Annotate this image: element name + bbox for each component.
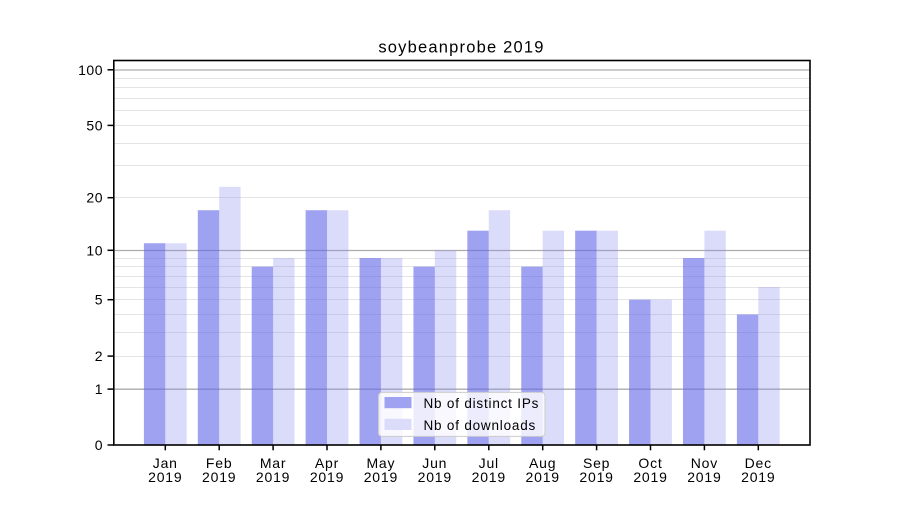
svg-text:Dec: Dec: [745, 455, 772, 471]
svg-text:2019: 2019: [741, 469, 775, 485]
svg-text:1: 1: [95, 381, 103, 397]
svg-text:2019: 2019: [310, 469, 344, 485]
svg-text:100: 100: [78, 62, 103, 78]
svg-text:Nb of downloads: Nb of downloads: [424, 418, 537, 433]
svg-text:20: 20: [86, 190, 103, 206]
svg-text:Aug: Aug: [529, 455, 556, 471]
svg-text:Sep: Sep: [583, 455, 610, 471]
svg-text:2019: 2019: [687, 469, 721, 485]
svg-text:2019: 2019: [526, 469, 560, 485]
svg-text:soybeanprobe 2019: soybeanprobe 2019: [378, 39, 544, 57]
svg-text:0: 0: [95, 437, 103, 453]
svg-text:50: 50: [86, 117, 103, 133]
svg-text:2019: 2019: [472, 469, 506, 485]
svg-text:2019: 2019: [364, 469, 398, 485]
svg-text:Jul: Jul: [479, 455, 499, 471]
svg-text:Oct: Oct: [638, 455, 662, 471]
svg-text:May: May: [366, 455, 395, 471]
svg-text:5: 5: [95, 292, 103, 308]
svg-text:Nb of distinct IPs: Nb of distinct IPs: [424, 396, 540, 411]
svg-text:2019: 2019: [418, 469, 452, 485]
svg-text:2019: 2019: [633, 469, 667, 485]
svg-text:Jun: Jun: [422, 455, 447, 471]
svg-text:2019: 2019: [256, 469, 290, 485]
svg-text:Jan: Jan: [153, 455, 178, 471]
svg-text:2019: 2019: [202, 469, 236, 485]
svg-text:Feb: Feb: [206, 455, 233, 471]
svg-text:2019: 2019: [579, 469, 613, 485]
svg-text:2019: 2019: [148, 469, 182, 485]
svg-text:Mar: Mar: [260, 455, 287, 471]
svg-text:10: 10: [86, 242, 103, 258]
svg-text:2: 2: [95, 348, 103, 364]
svg-text:Apr: Apr: [315, 455, 339, 471]
svg-text:Nov: Nov: [691, 455, 718, 471]
